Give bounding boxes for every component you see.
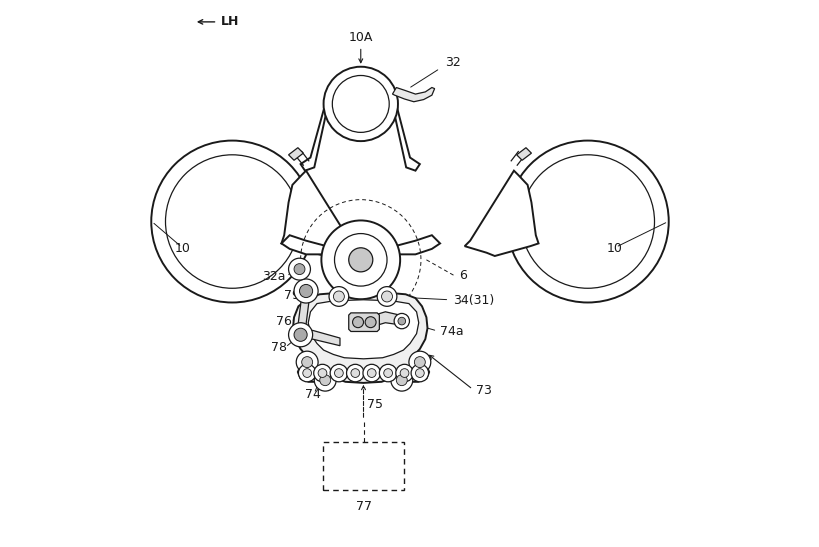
Circle shape [346,364,364,382]
Circle shape [381,291,392,302]
Text: 74a: 74a [440,325,464,337]
Polygon shape [392,88,434,102]
Circle shape [324,67,397,141]
Text: 10: 10 [606,242,622,254]
Circle shape [415,369,423,377]
Circle shape [364,317,376,328]
Circle shape [333,291,344,302]
Text: 6: 6 [459,269,467,282]
Circle shape [348,248,373,272]
Polygon shape [464,171,538,256]
Polygon shape [296,290,310,335]
Circle shape [506,141,668,302]
Circle shape [294,264,305,275]
Polygon shape [288,148,303,160]
Text: 32a: 32a [262,270,286,283]
Text: 74: 74 [305,388,320,401]
Circle shape [165,155,299,288]
Circle shape [352,317,363,328]
Circle shape [367,369,376,377]
Circle shape [294,279,318,303]
Circle shape [330,364,347,382]
Text: 75: 75 [367,398,382,410]
Circle shape [314,364,331,382]
Polygon shape [516,148,531,160]
Circle shape [314,369,336,391]
Circle shape [298,364,315,382]
Text: 10: 10 [174,242,191,254]
Circle shape [396,364,413,382]
Text: 76: 76 [276,316,292,328]
Circle shape [296,351,318,373]
Polygon shape [281,235,440,290]
Circle shape [302,369,311,377]
Circle shape [410,364,428,382]
Polygon shape [348,313,379,331]
Polygon shape [301,84,419,171]
Text: 77: 77 [355,500,371,513]
Text: 制御部: 制御部 [352,470,374,484]
Circle shape [363,364,380,382]
Circle shape [301,357,312,368]
Polygon shape [292,292,428,383]
Polygon shape [363,312,404,329]
Polygon shape [301,330,340,346]
Circle shape [318,369,327,377]
Circle shape [396,375,407,386]
Text: 34(31): 34(31) [452,294,493,306]
FancyBboxPatch shape [323,442,404,490]
Circle shape [334,234,387,286]
Circle shape [294,328,307,341]
Circle shape [332,75,389,132]
Circle shape [377,287,396,306]
Circle shape [288,323,312,347]
Circle shape [520,155,654,288]
Circle shape [383,369,392,377]
Circle shape [409,351,430,373]
Circle shape [334,369,343,377]
Text: 10A: 10A [348,31,373,63]
Circle shape [397,317,405,325]
Circle shape [414,357,425,368]
Circle shape [321,220,400,299]
Circle shape [400,369,409,377]
Circle shape [299,284,312,298]
Circle shape [394,313,409,329]
Text: 32: 32 [445,56,461,68]
Text: 79: 79 [284,289,300,301]
Text: 73: 73 [475,384,491,397]
Text: 78: 78 [270,341,286,354]
Circle shape [151,141,313,302]
Circle shape [328,287,348,306]
Circle shape [391,369,412,391]
Circle shape [288,258,310,280]
Circle shape [379,364,396,382]
Text: ステアリング: ステアリング [341,454,386,467]
Polygon shape [281,171,355,256]
Polygon shape [308,300,419,359]
Circle shape [319,375,330,386]
Text: LH: LH [221,15,239,28]
Circle shape [351,369,360,377]
